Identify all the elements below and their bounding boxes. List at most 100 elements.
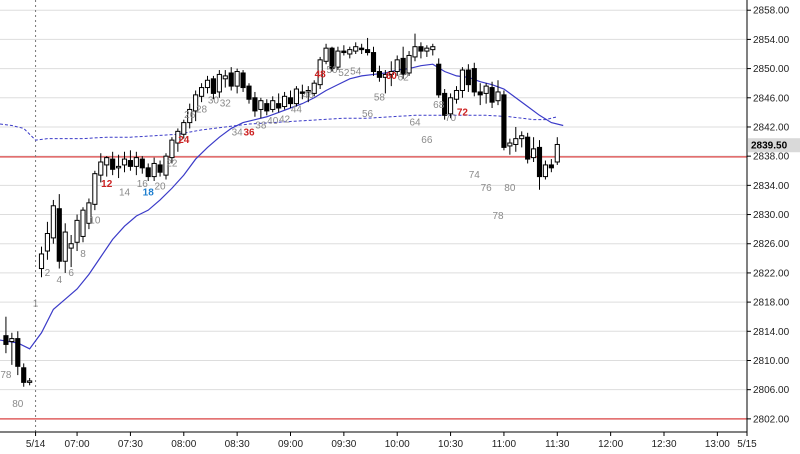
x-tick-label: 08:00 [171, 439, 196, 450]
x-tick-label: 08:30 [225, 439, 250, 450]
candle-body [341, 50, 347, 54]
candle-body [27, 380, 33, 383]
candle [525, 132, 531, 164]
candle [181, 119, 187, 139]
y-tick-label: 2814.00 [753, 327, 790, 338]
candle [9, 332, 15, 365]
candle [459, 67, 466, 98]
candle [347, 46, 353, 59]
candle [477, 83, 483, 106]
candle-body [418, 46, 424, 52]
candle [133, 151, 139, 176]
y-tick-label: 2830.00 [753, 210, 790, 221]
candle [3, 316, 9, 354]
candle [299, 84, 305, 100]
candle [62, 223, 68, 273]
y-tick-label: 2846.00 [753, 93, 790, 104]
x-tick-label: 09:00 [278, 439, 303, 450]
horizontal-lines [0, 156, 747, 420]
candle [341, 45, 347, 56]
candle [15, 331, 21, 376]
candle-body [110, 158, 116, 170]
candle-body [536, 146, 543, 178]
bar-number-label: 46 [303, 90, 315, 101]
candle-body [400, 57, 406, 75]
candle [382, 70, 388, 94]
candle [400, 46, 406, 79]
candle-body [424, 47, 430, 52]
y-tick-label: 2818.00 [753, 298, 790, 309]
candle [151, 157, 157, 181]
candle-body [453, 89, 460, 100]
bar-number-label: 16 [137, 179, 149, 190]
candle-body [240, 72, 246, 89]
candle-body [38, 253, 45, 270]
bar-number-label: 62 [398, 72, 410, 83]
candle-body [281, 95, 288, 108]
candle-body [501, 94, 507, 148]
bar-number-label: 42 [279, 115, 291, 126]
candle [21, 363, 27, 387]
y-tick-label: 2850.00 [753, 64, 790, 75]
y-tick-label: 2842.00 [753, 122, 790, 133]
candle [187, 103, 193, 129]
candle [501, 90, 507, 151]
bar-number-label: 70 [445, 113, 457, 124]
candle-body [311, 82, 317, 94]
candle-body [264, 103, 270, 112]
candle [222, 70, 228, 88]
candle-body [376, 71, 383, 78]
candle-body [80, 209, 86, 237]
candle-body [193, 94, 199, 112]
candle [193, 90, 199, 122]
candle [418, 42, 424, 59]
ema-layer [0, 63, 564, 350]
candle [364, 37, 371, 56]
candle-body [554, 143, 560, 163]
candle [412, 33, 418, 62]
bar-number-label: 68 [433, 100, 445, 111]
candle [335, 46, 341, 71]
candle-body [507, 142, 513, 147]
candle [228, 67, 234, 91]
candle [388, 61, 394, 87]
candle-body [104, 157, 110, 166]
candle [542, 160, 549, 180]
y-tick-label: 2858.00 [753, 6, 790, 17]
candle [210, 75, 217, 100]
bar-number-label: 66 [421, 135, 433, 146]
candle [121, 151, 128, 173]
candle-body [74, 219, 80, 243]
candle-body [68, 243, 74, 249]
candle [139, 156, 145, 174]
y-tick-label: 2834.00 [753, 181, 790, 192]
candle-body [299, 91, 305, 94]
candle [56, 194, 62, 269]
bar-number-label: 40 [267, 116, 279, 127]
candle [536, 140, 543, 190]
bar-number-label: 20 [155, 182, 167, 193]
x-tick-label: 5/15 [737, 439, 757, 450]
candle-body [270, 100, 276, 110]
candle-body [530, 148, 537, 159]
bar-number-label: 80 [12, 399, 24, 410]
bar-number-label: 4 [57, 275, 63, 286]
bar-number-label: 64 [409, 118, 421, 129]
candle [453, 86, 460, 104]
candle [394, 55, 400, 76]
candle [92, 170, 98, 211]
x-tick-label: 10:00 [385, 439, 410, 450]
candle [198, 83, 205, 103]
candle [234, 68, 240, 94]
candle [359, 43, 365, 54]
bar-number-label: 22 [166, 158, 178, 169]
bar-number-label: 76 [481, 183, 493, 194]
candle-body [317, 59, 323, 86]
candle-body [127, 160, 134, 167]
x-tick-label: 12:00 [598, 439, 623, 450]
bar-number-label: 18 [143, 188, 155, 199]
candle-body [216, 73, 222, 93]
candle-body [50, 205, 56, 239]
